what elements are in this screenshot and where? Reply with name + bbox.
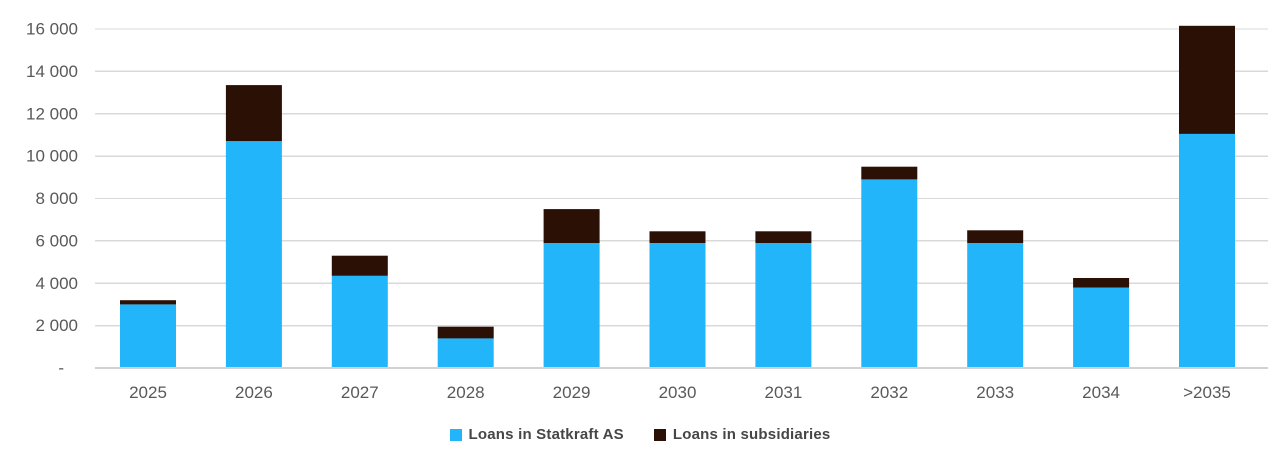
legend-swatch-statkraft [449, 428, 462, 441]
bar-segment-subsidiaries->2035 [1179, 25, 1235, 134]
y-tick-label-10000: 10 000 [26, 147, 78, 166]
bar-segment-statkraft->2035 [1179, 133, 1235, 368]
bar-segment-statkraft-2031 [755, 243, 812, 368]
bar-segment-subsidiaries-2026 [225, 85, 282, 142]
x-tick-label-2031: 2031 [764, 383, 802, 402]
x-tick-label-2025: 2025 [129, 383, 167, 402]
legend-label-statkraft: Loans in Statkraft AS [468, 426, 624, 443]
bar-segment-statkraft-2026 [225, 141, 282, 368]
bar-segment-subsidiaries-2031 [755, 231, 812, 243]
y-tick-label-14000: 14 000 [26, 62, 78, 81]
bar-segment-statkraft-2034 [1073, 287, 1130, 368]
bar-segment-statkraft-2032 [861, 179, 918, 368]
bar-segment-subsidiaries-2025 [120, 300, 176, 305]
x-tick-label->2035: >2035 [1183, 383, 1231, 402]
bar-segment-statkraft-2033 [967, 243, 1024, 368]
legend-item-subsidiaries: Loans in subsidiaries [653, 426, 831, 443]
bar-segment-statkraft-2030 [649, 243, 706, 368]
chart-legend: Loans in Statkraft AS Loans in subsidiar… [0, 426, 1280, 443]
bar-segment-statkraft-2025 [120, 304, 176, 368]
y-tick-label-16000: 16 000 [26, 20, 78, 39]
x-tick-label-2034: 2034 [1082, 383, 1120, 402]
bar-segment-statkraft-2028 [437, 338, 494, 368]
x-tick-label-2029: 2029 [553, 383, 591, 402]
y-tick-label-12000: 12 000 [26, 104, 78, 123]
x-tick-label-2026: 2026 [235, 383, 273, 402]
x-tick-label-2032: 2032 [870, 383, 908, 402]
bar-segment-subsidiaries-2033 [967, 230, 1024, 243]
x-tick-label-2028: 2028 [447, 383, 485, 402]
y-tick-label-6000: 6 000 [35, 231, 78, 250]
bar-segment-subsidiaries-2034 [1073, 278, 1130, 288]
y-tick-label-4000: 4 000 [35, 274, 78, 293]
bar-segment-subsidiaries-2032 [861, 166, 918, 180]
legend-swatch-subsidiaries [653, 428, 666, 441]
legend-label-subsidiaries: Loans in subsidiaries [672, 426, 831, 443]
bar-segment-subsidiaries-2030 [649, 231, 706, 243]
x-tick-label-2030: 2030 [659, 383, 697, 402]
bar-segment-statkraft-2029 [543, 243, 600, 368]
bar-segment-subsidiaries-2028 [437, 326, 494, 339]
bar-segment-subsidiaries-2029 [543, 209, 600, 243]
y-tick-label-0: - [58, 359, 64, 378]
y-tick-label-8000: 8 000 [35, 189, 78, 208]
x-tick-label-2033: 2033 [976, 383, 1014, 402]
x-tick-label-2027: 2027 [341, 383, 379, 402]
legend-item-statkraft: Loans in Statkraft AS [449, 426, 624, 443]
bar-segment-statkraft-2027 [331, 275, 388, 368]
bar-segment-subsidiaries-2027 [331, 255, 388, 276]
y-tick-label-2000: 2 000 [35, 316, 78, 335]
